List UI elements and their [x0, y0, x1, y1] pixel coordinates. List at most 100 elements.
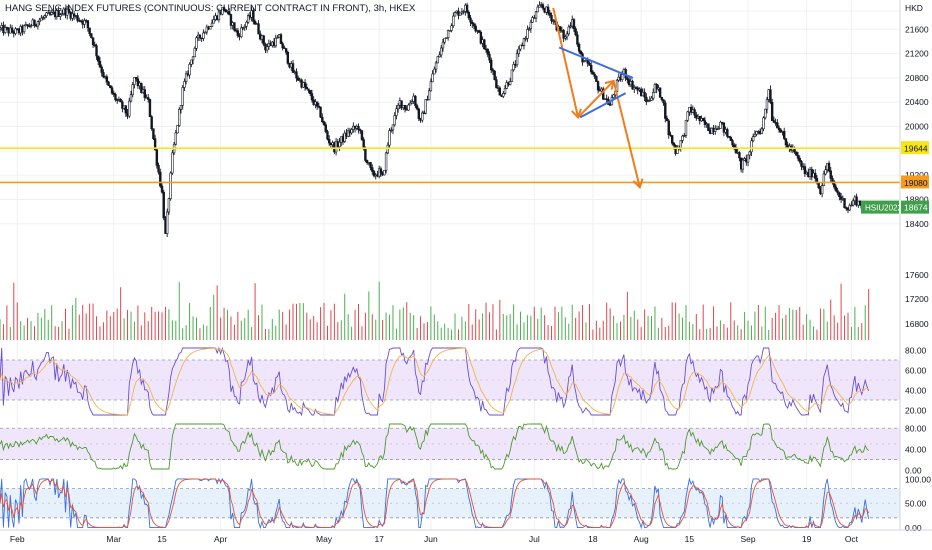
candle	[505, 80, 508, 90]
candle	[541, 2, 545, 11]
horizontal-levels	[0, 147, 900, 184]
candle	[498, 86, 502, 96]
candle-body	[814, 172, 817, 179]
candle-body	[686, 111, 689, 121]
candle	[751, 133, 755, 143]
candle-body	[95, 45, 98, 57]
candle	[421, 110, 424, 123]
candle-body	[483, 39, 486, 50]
time-tick-label: Apr	[214, 534, 227, 544]
candle-body	[303, 82, 307, 88]
candle	[662, 99, 665, 106]
candle	[198, 34, 202, 41]
candle	[41, 15, 45, 21]
last-price-label: 18674	[904, 203, 928, 213]
candle-body	[109, 85, 112, 89]
price-tick-label: 21200	[905, 49, 929, 59]
candle-body	[229, 14, 233, 26]
candle-body	[424, 99, 427, 114]
stochastic-panel-tick-1: 50.00	[905, 499, 927, 509]
candle	[769, 85, 772, 104]
candle	[134, 77, 138, 82]
candle	[243, 24, 246, 31]
drawing-annotations	[552, 7, 644, 190]
candle-body	[434, 62, 438, 70]
candle-body	[409, 102, 412, 106]
candle-body	[467, 11, 471, 19]
candle-body	[346, 130, 350, 137]
candle-body	[50, 12, 53, 15]
candle	[14, 27, 17, 36]
candle-body	[717, 128, 720, 130]
candle-body	[140, 82, 143, 93]
candle-body	[527, 28, 531, 30]
candle	[3, 24, 7, 35]
candle	[731, 138, 734, 148]
candle	[669, 131, 672, 137]
candle-body	[731, 140, 734, 146]
candle-body	[493, 70, 496, 81]
candle-body	[0, 27, 2, 30]
candle-body	[97, 55, 100, 62]
candle	[315, 101, 319, 111]
candle-body	[751, 136, 755, 142]
candle-body	[281, 43, 284, 49]
symbol-tag	[861, 200, 899, 214]
candle-body	[670, 135, 674, 144]
candle	[776, 119, 779, 129]
candle-body	[798, 157, 801, 162]
candle	[29, 24, 33, 29]
momentum-panel-tick-0: 80.00	[905, 424, 927, 434]
candle	[371, 164, 374, 175]
candle	[486, 48, 489, 58]
candle-body	[565, 33, 569, 38]
candle	[114, 92, 117, 102]
rsi-panel-tick-0: 80.00	[905, 346, 927, 356]
candle	[577, 42, 581, 54]
candle	[346, 127, 350, 138]
candle-body	[762, 117, 765, 130]
candle-body	[510, 69, 514, 82]
candle	[162, 189, 165, 221]
candle	[502, 91, 505, 99]
candle	[574, 26, 577, 37]
candle	[796, 151, 800, 161]
candle	[245, 20, 248, 30]
candle	[236, 27, 240, 38]
candle-body	[171, 152, 174, 174]
candle-body	[738, 152, 741, 159]
candle-body	[26, 24, 29, 27]
candle	[702, 117, 705, 122]
momentum-panel: 80.00 40.00 0.00	[0, 423, 927, 476]
candle	[495, 76, 498, 89]
candle-body	[88, 27, 91, 34]
time-tick-label: 15	[157, 534, 167, 544]
candle-body	[838, 192, 841, 198]
candle	[738, 151, 741, 162]
candle-body	[589, 64, 593, 73]
candle	[683, 133, 686, 138]
candle-body	[648, 100, 651, 102]
candle-body	[91, 37, 95, 45]
candle-body	[178, 109, 181, 126]
candle	[517, 45, 520, 57]
candle-body	[241, 27, 245, 29]
candle-body	[517, 48, 520, 54]
candle-body	[157, 165, 160, 173]
candle	[491, 68, 495, 76]
candle-body	[384, 152, 388, 171]
candle	[415, 103, 419, 111]
price-tick-label: 20400	[905, 97, 929, 107]
candle	[558, 26, 562, 34]
candle-body	[40, 17, 43, 21]
candle	[148, 98, 152, 118]
candle-body	[379, 168, 383, 174]
candle-body	[503, 88, 507, 94]
candle	[765, 96, 769, 114]
candle	[281, 41, 284, 51]
candle	[414, 95, 417, 109]
candle-body	[770, 102, 774, 121]
candle-body	[536, 6, 539, 13]
candle-body	[326, 131, 329, 140]
